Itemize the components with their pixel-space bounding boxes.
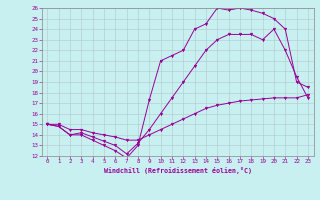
X-axis label: Windchill (Refroidissement éolien,°C): Windchill (Refroidissement éolien,°C): [104, 167, 252, 174]
